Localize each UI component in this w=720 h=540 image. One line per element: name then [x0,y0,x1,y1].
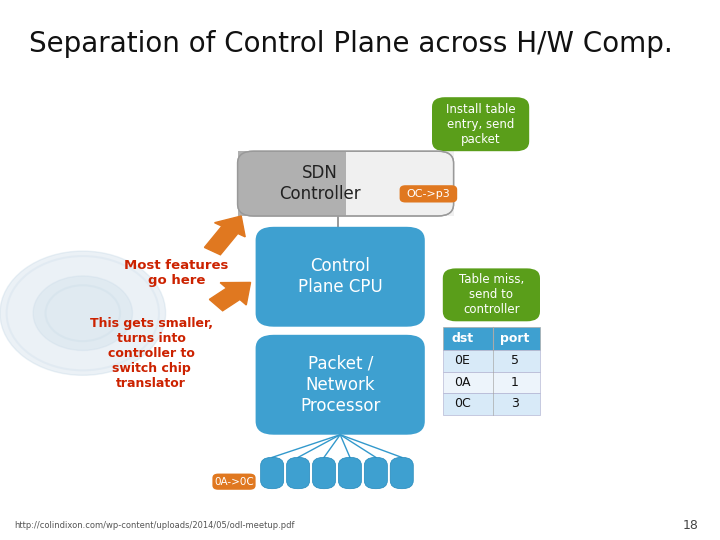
Text: OC->p3: OC->p3 [407,189,450,199]
FancyArrow shape [204,216,246,255]
Text: 0A: 0A [454,376,470,389]
Text: 5: 5 [510,354,519,367]
Text: 0C: 0C [454,397,471,410]
Bar [443,350,540,372]
Circle shape [0,251,166,375]
FancyBboxPatch shape [238,151,346,216]
Text: 18: 18 [683,519,698,532]
Text: SDN
Controller: SDN Controller [279,164,361,203]
Text: 0A->0C: 0A->0C [214,477,254,487]
Text: This gets smaller,
turns into
controller to
switch chip
translator: This gets smaller, turns into controller… [90,317,212,390]
Text: http://colindixon.com/wp-content/uploads/2014/05/odl-meetup.pdf: http://colindixon.com/wp-content/uploads… [14,521,295,530]
FancyBboxPatch shape [212,474,256,490]
Text: Control
Plane CPU: Control Plane CPU [298,258,382,296]
Bar [443,393,540,415]
FancyBboxPatch shape [256,335,425,435]
FancyBboxPatch shape [432,97,529,151]
FancyBboxPatch shape [364,457,387,489]
Text: port: port [500,332,529,345]
FancyBboxPatch shape [287,457,310,489]
FancyBboxPatch shape [346,151,454,216]
Text: Table miss,
send to
controller: Table miss, send to controller [459,273,524,316]
FancyBboxPatch shape [256,227,425,327]
Text: 1: 1 [511,376,518,389]
FancyBboxPatch shape [261,457,284,489]
Bar [443,327,540,350]
Text: 0E: 0E [454,354,470,367]
FancyArrow shape [210,282,251,311]
Bar [443,372,540,393]
Text: Packet /
Network
Processor: Packet / Network Processor [300,355,380,415]
Circle shape [33,276,132,350]
Text: Install table
entry, send
packet: Install table entry, send packet [446,103,516,146]
Text: dst: dst [451,332,473,345]
FancyBboxPatch shape [390,457,413,489]
Text: Most features
go here: Most features go here [125,259,228,287]
FancyBboxPatch shape [400,185,457,202]
FancyBboxPatch shape [443,268,540,321]
FancyBboxPatch shape [338,457,361,489]
Text: 3: 3 [511,397,518,410]
Text: Separation of Control Plane across H/W Comp.: Separation of Control Plane across H/W C… [29,30,672,58]
FancyBboxPatch shape [312,457,336,489]
